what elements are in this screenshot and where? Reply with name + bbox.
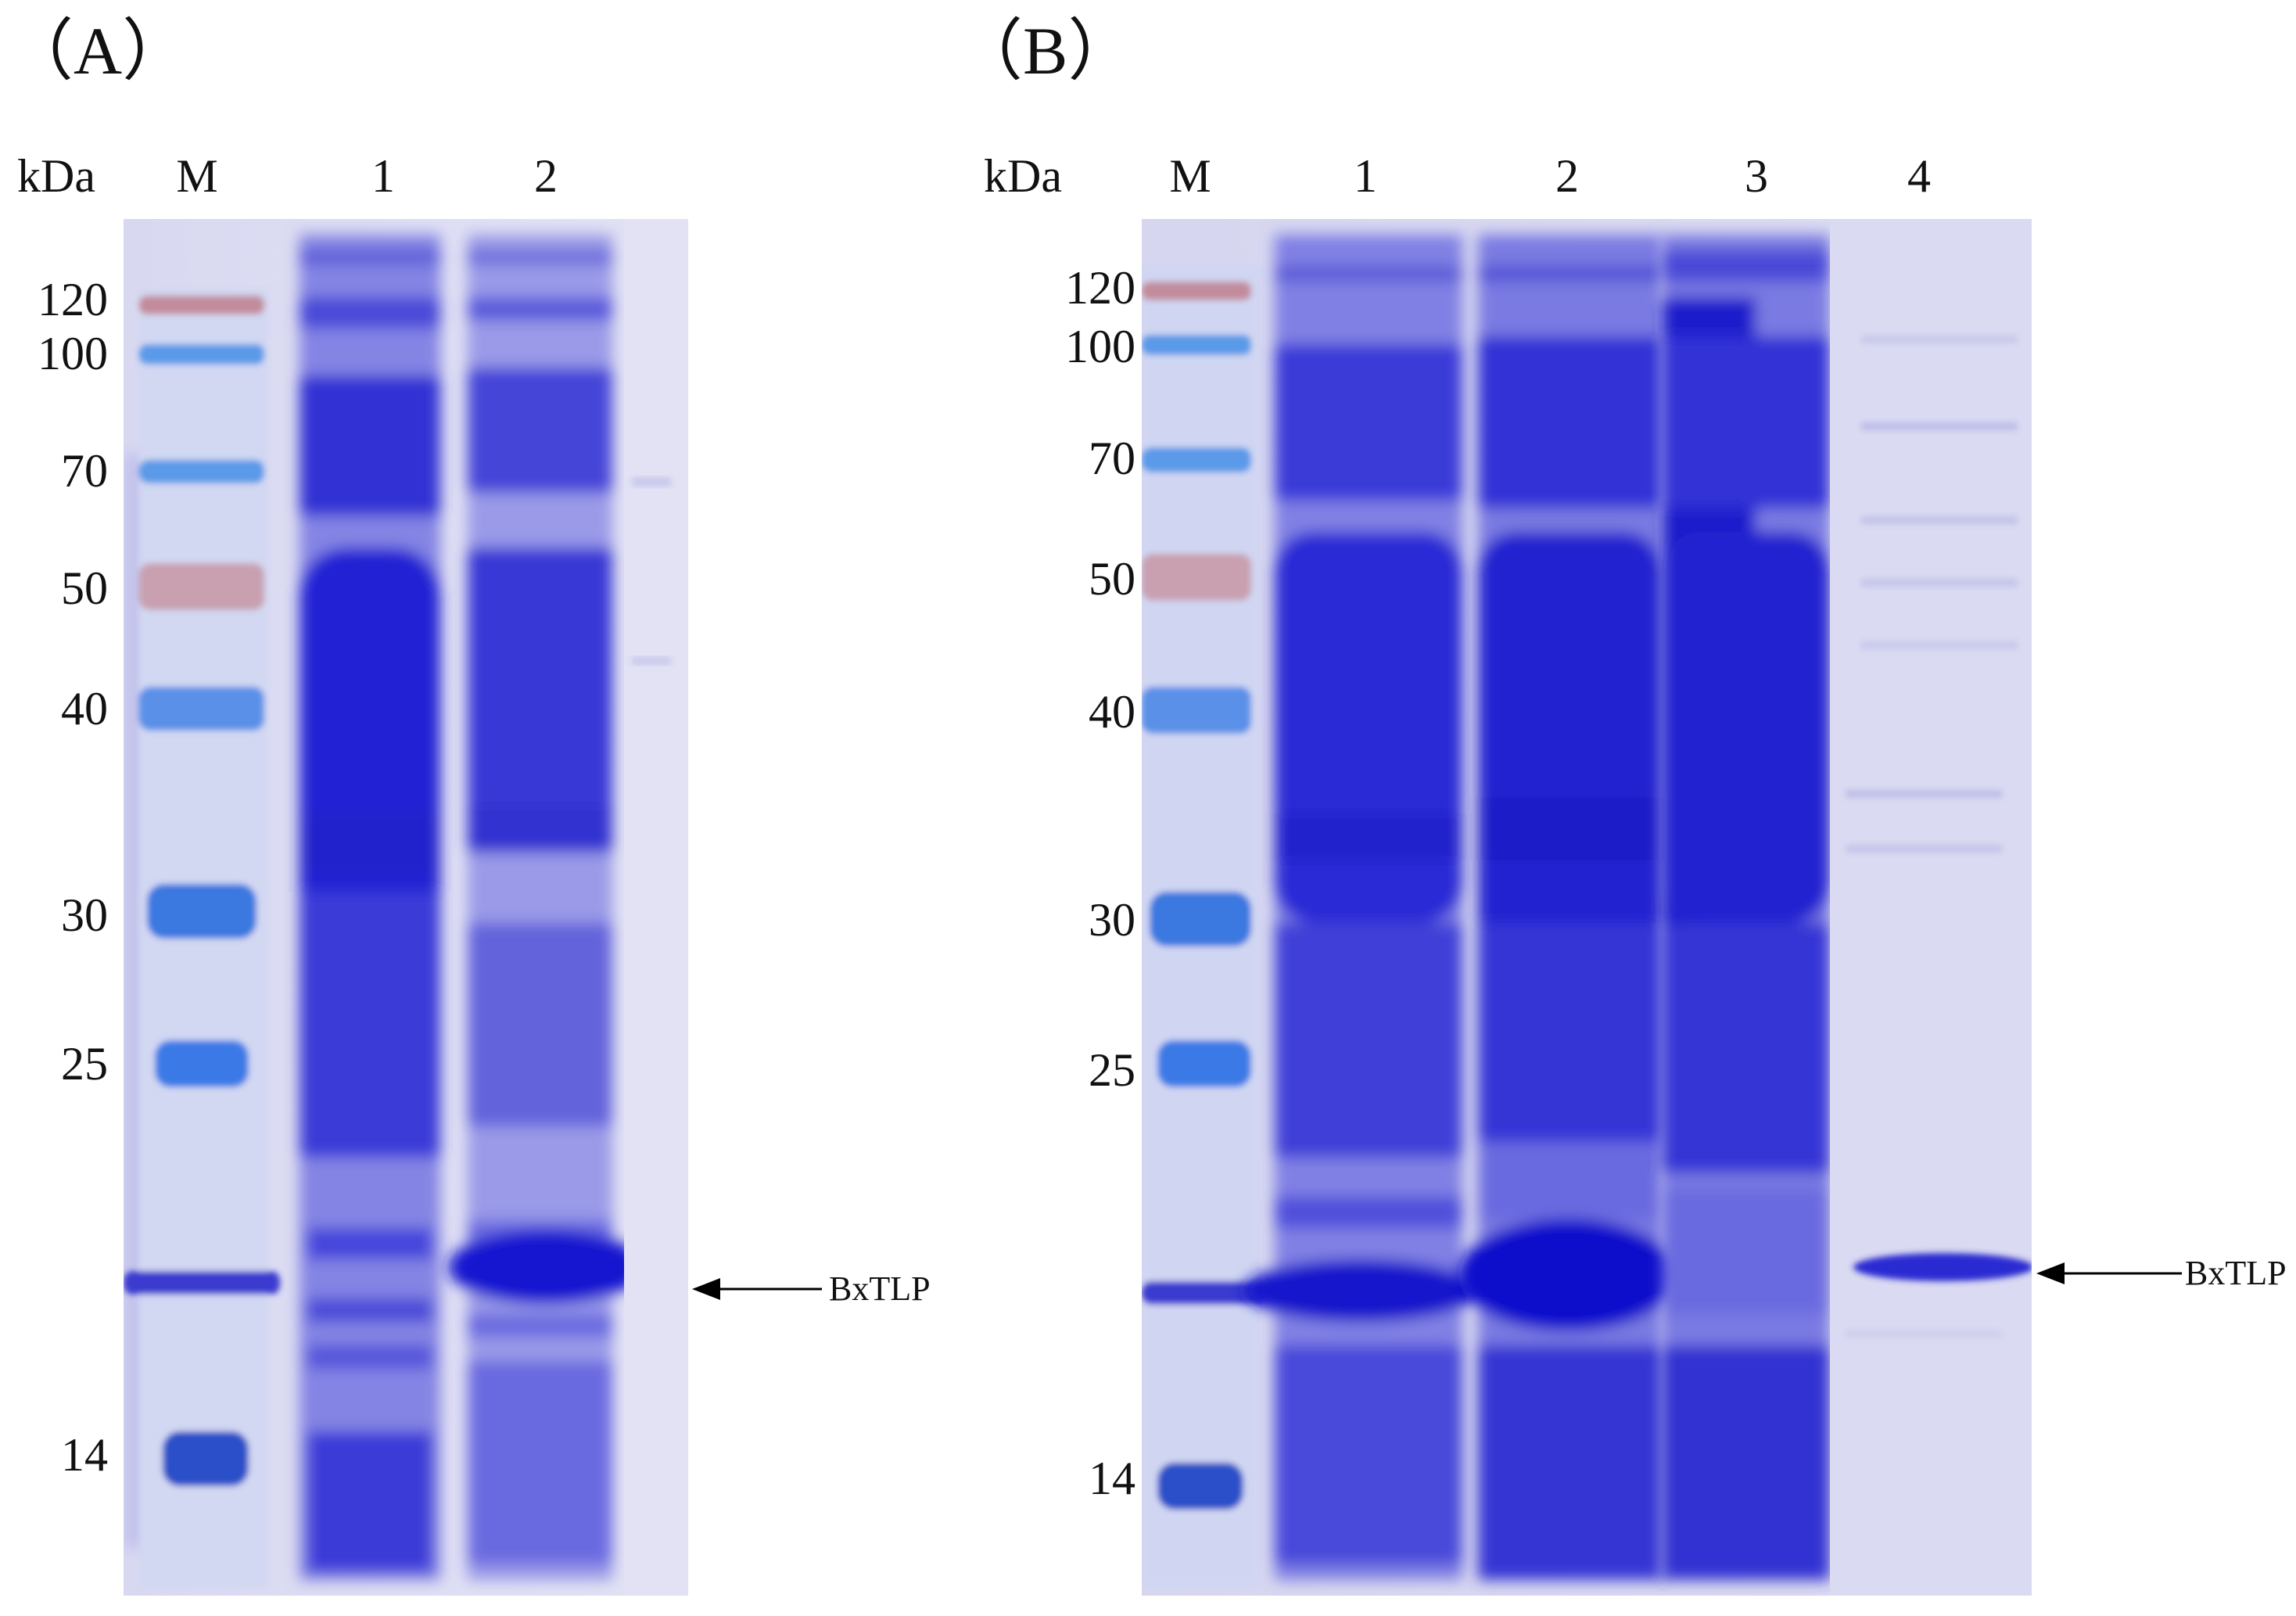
panel-a-label: （A） <box>6 13 190 88</box>
panel-b-marker-40: 40 <box>1089 686 1135 738</box>
panel-a-lane-1: 1 <box>371 150 395 202</box>
panel-a-marker-50: 50 <box>61 562 108 614</box>
panel-a-marker-100: 100 <box>38 328 108 379</box>
panel-a-marker-25: 25 <box>61 1038 108 1090</box>
panel-a-marker-70: 70 <box>61 445 108 497</box>
panel-b-marker-50: 50 <box>1089 553 1135 605</box>
panel-b-band-label: BxTLP <box>2185 1254 2287 1292</box>
panel-b-marker-70: 70 <box>1089 433 1135 484</box>
panel-a-lane-m: M <box>176 150 218 202</box>
panel-b-marker-14: 14 <box>1089 1453 1135 1504</box>
panel-b-lane-m: M <box>1169 150 1211 202</box>
panel-b-marker-120: 120 <box>1065 262 1135 314</box>
panel-b-lane-2: 2 <box>1555 150 1579 202</box>
panel-b-gel-image <box>1142 219 2032 1596</box>
panel-b-marker-100: 100 <box>1065 321 1135 372</box>
panel-a-marker-14: 14 <box>61 1429 108 1481</box>
panel-b-kda-label: kDa <box>984 150 1062 202</box>
panel-b-marker-30: 30 <box>1089 894 1135 946</box>
panel-a-marker-120: 120 <box>38 274 108 325</box>
panel-a-gel-image <box>124 219 688 1596</box>
panel-b-lane-3: 3 <box>1745 150 1768 202</box>
panel-b-label: （B） <box>956 13 1135 88</box>
panel-b-marker-25: 25 <box>1089 1044 1135 1096</box>
panel-a-lane-2: 2 <box>534 150 558 202</box>
panel-a-arrow-icon <box>692 1278 822 1300</box>
panel-a-marker-30: 30 <box>61 889 108 941</box>
panel-b-lane-1: 1 <box>1354 150 1377 202</box>
panel-b-lane-4: 4 <box>1907 150 1931 202</box>
panel-a-marker-40: 40 <box>61 683 108 734</box>
panel-a-band-label: BxTLP <box>829 1269 931 1308</box>
panel-a-kda-label: kDa <box>17 150 95 202</box>
panel-b-arrow-icon <box>2036 1262 2182 1284</box>
